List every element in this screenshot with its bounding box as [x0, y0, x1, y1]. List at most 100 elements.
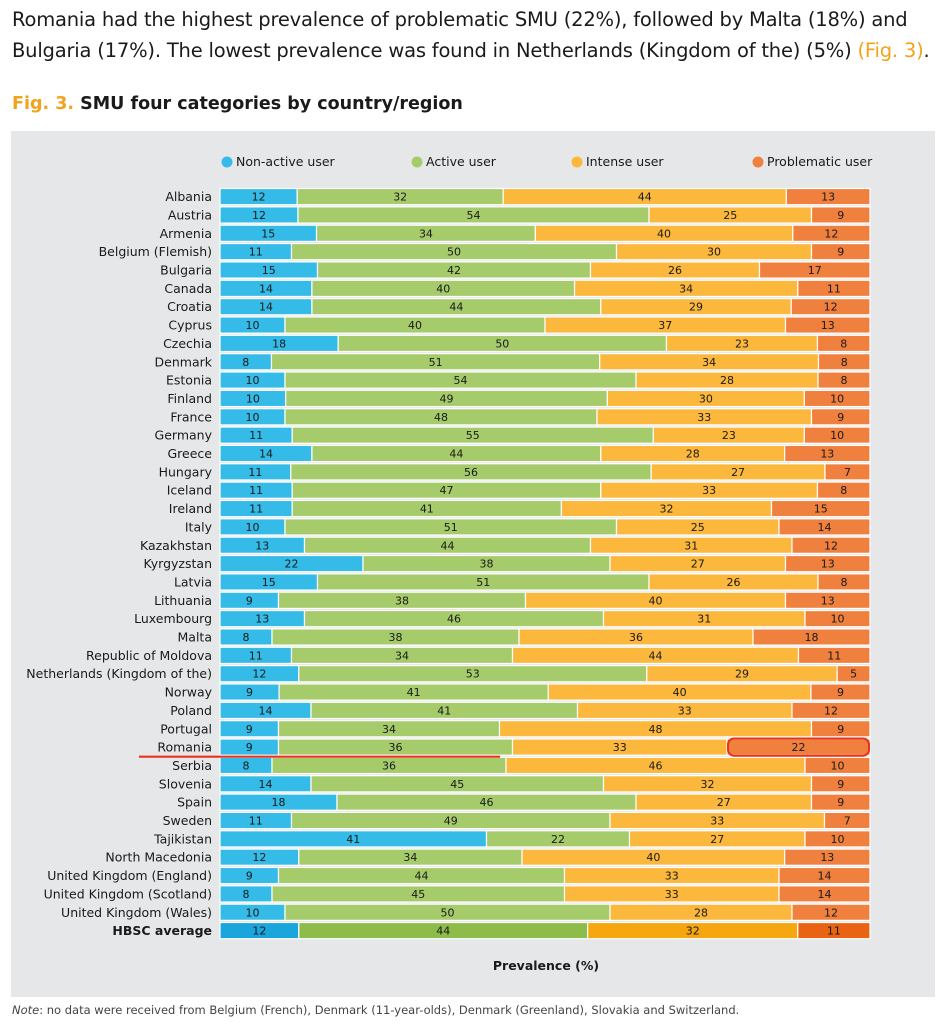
- data-label-non-active-user: 9: [246, 686, 253, 699]
- data-label-problematic-user: 17: [808, 264, 822, 277]
- bar-row-netherlands-kingdom-of-the: 12 53 29 5: [219, 664, 871, 683]
- bar-segment-problematic-user: [797, 921, 871, 940]
- data-label-problematic-user: 9: [837, 723, 844, 736]
- data-label-active-user: 42: [447, 264, 461, 277]
- bar-segment-problematic-user: [778, 885, 871, 903]
- category-label-italy: Italy: [185, 519, 213, 534]
- category-label-bulgaria: Bulgaria: [160, 263, 212, 278]
- data-label-problematic-user: 8: [840, 337, 847, 350]
- data-label-active-user: 40: [408, 319, 422, 332]
- data-label-problematic-user: 10: [830, 429, 844, 442]
- bar-segment-problematic-user: [758, 261, 871, 279]
- bar-row-slovenia: 14 45 32 9: [219, 775, 871, 793]
- bar-row-canada: 14 40 34 11: [219, 279, 871, 298]
- bar-row-hungary: 11 56 27 7: [219, 463, 871, 481]
- data-label-active-user: 34: [403, 851, 417, 864]
- bar-segment-problematic-user: [784, 444, 871, 463]
- bar-segment-problematic-user: [792, 224, 871, 242]
- data-label-active-user: 44: [415, 870, 429, 883]
- figure-title-text: SMU four categories by country/region: [80, 94, 463, 114]
- data-label-problematic-user: 10: [831, 613, 845, 626]
- legend-label-problematic-user: Problematic user: [767, 154, 873, 169]
- bar-row-ireland: 11 41 32 15: [219, 499, 871, 518]
- data-label-non-active-user: 14: [259, 301, 273, 314]
- bar-row-belgium-flemish: 11 50 30 9: [219, 242, 871, 261]
- legend-label-non-active-user: Non-active user: [236, 154, 336, 169]
- data-label-problematic-user: 12: [824, 704, 838, 717]
- data-label-active-user: 49: [440, 392, 454, 405]
- data-label-intense-user: 34: [679, 282, 693, 295]
- data-label-active-user: 51: [444, 521, 458, 534]
- legend-swatch-intense-user: [571, 156, 583, 168]
- data-label-non-active-user: 15: [262, 264, 276, 277]
- data-label-non-active-user: 15: [262, 576, 276, 589]
- category-label-albania: Albania: [165, 189, 212, 204]
- data-label-problematic-user: 9: [837, 686, 844, 699]
- note-label: Note: [12, 1003, 40, 1017]
- data-label-intense-user: 44: [649, 649, 663, 662]
- category-label-north-macedonia: North Macedonia: [105, 850, 212, 865]
- bar-segment-problematic-user: [817, 573, 871, 591]
- data-label-problematic-user: 18: [805, 631, 819, 644]
- data-label-intense-user: 37: [658, 319, 672, 332]
- stacked-bar-chart: Non-active user Active user Intense user Pr…: [26, 154, 873, 973]
- data-label-intense-user: 28: [720, 374, 734, 387]
- bar-row-albania: 12 32 44 13: [219, 187, 871, 206]
- bar-segment-problematic-user: [810, 683, 871, 701]
- data-label-active-user: 41: [407, 686, 421, 699]
- data-label-active-user: 36: [382, 759, 396, 772]
- figure-reference-link[interactable]: (Fig. 3): [857, 39, 924, 62]
- bar-segment-problematic-user: [790, 298, 871, 316]
- category-label-sweden: Sweden: [163, 813, 212, 828]
- data-label-non-active-user: 11: [249, 503, 263, 516]
- data-label-intense-user: 26: [668, 264, 682, 277]
- data-label-problematic-user: 8: [841, 576, 848, 589]
- category-labels: Albania Austria Armenia Belgium (Flemish) Bu…: [26, 189, 212, 938]
- category-label-kyrgyzstan: Kyrgyzstan: [144, 556, 213, 571]
- data-label-non-active-user: 12: [252, 851, 266, 864]
- category-label-austria: Austria: [168, 207, 212, 222]
- data-label-non-active-user: 9: [246, 870, 253, 883]
- data-label-active-user: 44: [449, 301, 463, 314]
- legend-swatch-problematic-user: [752, 156, 764, 168]
- data-label-intense-user: 48: [649, 723, 663, 736]
- data-label-intense-user: 29: [735, 668, 749, 681]
- data-label-intense-user: 33: [710, 815, 724, 828]
- legend-label-intense-user: Intense user: [586, 154, 664, 169]
- bar-segment-problematic-user: [816, 481, 871, 499]
- bar-row-cyprus: 10 40 37 13: [219, 316, 871, 334]
- bar-row-denmark: 8 51 34 8: [219, 353, 871, 371]
- bar-row-lithuania: 9 38 40 13: [219, 591, 871, 610]
- bar-row-italy: 10 51 25 14: [219, 518, 871, 536]
- category-label-iceland: Iceland: [167, 483, 212, 498]
- figure-title: Fig. 3. SMU four categories by country/r…: [12, 94, 463, 114]
- data-label-problematic-user: 11: [827, 282, 841, 295]
- data-label-non-active-user: 9: [246, 741, 253, 754]
- bar-row-republic-of-moldova: 11 34 44 11: [219, 646, 871, 665]
- category-label-ireland: Ireland: [169, 501, 212, 516]
- data-label-active-user: 38: [389, 631, 403, 644]
- data-label-problematic-user: 14: [818, 521, 832, 534]
- data-label-non-active-user: 41: [346, 833, 360, 846]
- bar-row-latvia: 15 51 26 8: [219, 573, 871, 591]
- category-label-romania: Romania: [157, 740, 212, 755]
- data-label-non-active-user: 12: [252, 668, 266, 681]
- data-label-active-user: 44: [449, 448, 463, 461]
- bar-segment-problematic-user: [804, 609, 871, 628]
- bar-segment-problematic-user: [752, 628, 871, 646]
- bar-row-kyrgyzstan: 22 38 27 13: [219, 554, 871, 573]
- bar-segment-problematic-user: [791, 536, 871, 554]
- data-label-problematic-user: 9: [837, 209, 844, 222]
- category-label-finland: Finland: [167, 391, 212, 406]
- highlight-overlay: [139, 737, 870, 758]
- data-label-intense-user: 36: [629, 631, 643, 644]
- data-label-problematic-user: 13: [821, 191, 835, 204]
- bar-row-spain: 18 46 27 9: [219, 793, 871, 811]
- data-label-non-active-user: 11: [249, 484, 263, 497]
- data-label-intense-user: 46: [649, 759, 663, 772]
- category-label-poland: Poland: [170, 703, 212, 718]
- data-label-intense-user: 30: [707, 246, 721, 259]
- category-label-portugal: Portugal: [160, 721, 212, 736]
- bar-segment-problematic-user: [810, 206, 871, 224]
- data-label-problematic-user: 7: [844, 815, 851, 828]
